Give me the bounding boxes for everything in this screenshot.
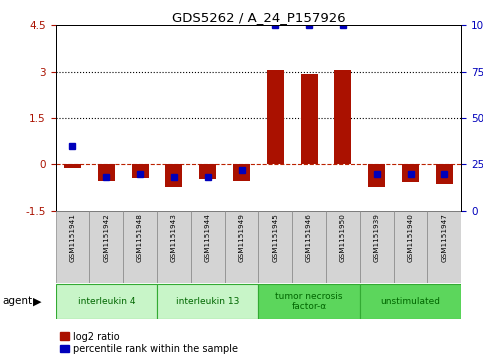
Legend: log2 ratio, percentile rank within the sample: log2 ratio, percentile rank within the s…	[60, 331, 238, 354]
Bar	[157, 211, 191, 283]
Text: unstimulated: unstimulated	[381, 297, 440, 306]
Text: GSM1151947: GSM1151947	[441, 213, 447, 262]
Text: GSM1151949: GSM1151949	[239, 213, 244, 262]
Text: GSM1151948: GSM1151948	[137, 213, 143, 262]
Text: GSM1151941: GSM1151941	[70, 213, 75, 262]
Bar	[165, 164, 183, 187]
Text: tumor necrosis
factor-α: tumor necrosis factor-α	[275, 291, 343, 311]
Bar	[394, 211, 427, 283]
Bar	[334, 70, 351, 164]
Bar	[191, 211, 225, 283]
Bar	[56, 284, 157, 319]
Text: ▶: ▶	[33, 296, 42, 306]
Text: interleukin 4: interleukin 4	[77, 297, 135, 306]
Bar	[89, 211, 123, 283]
Text: GSM1151942: GSM1151942	[103, 213, 109, 262]
Bar	[368, 164, 385, 187]
Text: GSM1151944: GSM1151944	[205, 213, 211, 262]
Bar	[300, 74, 317, 164]
Text: GSM1151946: GSM1151946	[306, 213, 312, 262]
Bar	[436, 164, 453, 184]
Bar	[98, 164, 115, 181]
Bar	[267, 70, 284, 164]
Bar	[360, 284, 461, 319]
Bar	[402, 164, 419, 182]
Title: GDS5262 / A_24_P157926: GDS5262 / A_24_P157926	[171, 11, 345, 24]
Bar	[64, 164, 81, 168]
Text: GSM1151943: GSM1151943	[171, 213, 177, 262]
Bar	[123, 211, 157, 283]
Text: GSM1151940: GSM1151940	[408, 213, 413, 262]
Bar	[56, 211, 89, 283]
Bar	[233, 164, 250, 181]
Text: GSM1151950: GSM1151950	[340, 213, 346, 262]
Bar	[225, 211, 258, 283]
Bar	[157, 284, 258, 319]
Bar	[326, 211, 360, 283]
Bar	[427, 211, 461, 283]
Text: GSM1151945: GSM1151945	[272, 213, 278, 262]
Bar	[131, 164, 149, 178]
Text: agent: agent	[2, 296, 32, 306]
Bar	[292, 211, 326, 283]
Bar	[199, 164, 216, 179]
Bar	[258, 284, 360, 319]
Bar	[360, 211, 394, 283]
Text: GSM1151939: GSM1151939	[374, 213, 380, 262]
Bar	[258, 211, 292, 283]
Text: interleukin 13: interleukin 13	[176, 297, 240, 306]
